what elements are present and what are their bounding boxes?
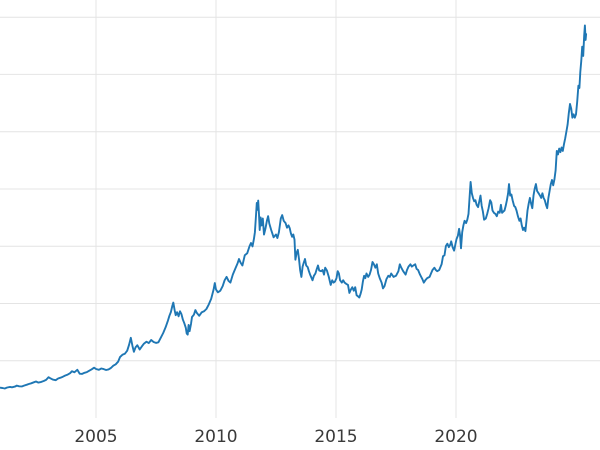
x-axis-tick-labels: 2005 2010 2015 2020 xyxy=(74,427,477,447)
x-tick-label: 2015 xyxy=(314,427,357,447)
x-tick-label: 2010 xyxy=(194,427,237,447)
x-tick-label: 2020 xyxy=(434,427,477,447)
series-line xyxy=(0,24,588,390)
grid-lines xyxy=(0,0,600,418)
x-tick-label: 2005 xyxy=(74,427,117,447)
